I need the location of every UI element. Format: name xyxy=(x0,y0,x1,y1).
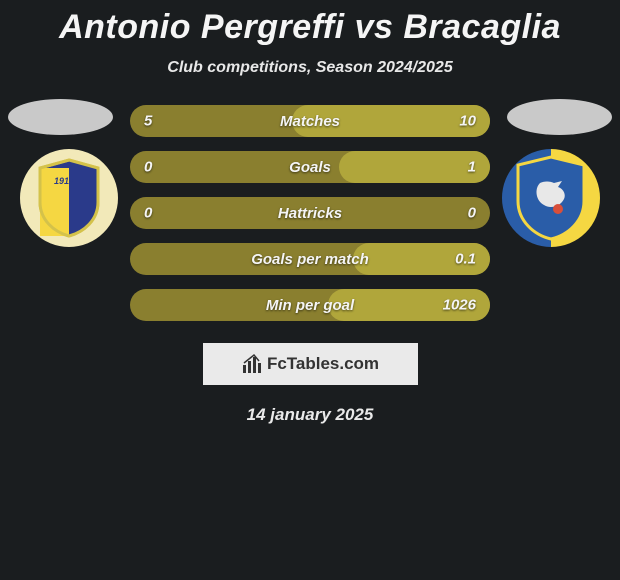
stat-value-right: 1 xyxy=(468,159,476,176)
stat-label: Min per goal xyxy=(266,297,354,314)
stat-label: Hattricks xyxy=(278,205,342,222)
svg-text:1912: 1912 xyxy=(54,176,74,186)
stat-row: 0 Hattricks 0 xyxy=(130,197,490,229)
stat-value-right: 0.1 xyxy=(455,251,476,268)
club-badge-right xyxy=(502,149,600,247)
brand-box: FcTables.com xyxy=(203,343,418,385)
stats-column: 5Matches100Goals10Hattricks0Goals per ma… xyxy=(130,105,490,335)
stat-value-left: 0 xyxy=(144,159,152,176)
brand-text: FcTables.com xyxy=(267,354,379,374)
competition-subtitle: Club competitions, Season 2024/2025 xyxy=(0,59,620,77)
stat-value-left: 5 xyxy=(144,113,152,130)
page-title: Antonio Pergreffi vs Bracaglia xyxy=(0,0,620,47)
chart-icon xyxy=(241,353,263,375)
stat-label: Goals per match xyxy=(251,251,369,268)
player-portrait-right xyxy=(507,99,612,135)
snapshot-date: 14 january 2025 xyxy=(0,405,620,425)
stat-row: Goals per match 0.1 xyxy=(130,243,490,275)
modena-crest-icon: 1912 xyxy=(34,158,104,238)
stat-value-right: 1026 xyxy=(443,297,476,314)
stat-value-right: 10 xyxy=(459,113,476,130)
stat-label: Goals xyxy=(289,159,331,176)
stat-value-right: 0 xyxy=(468,205,476,222)
stats-area: 1912 5Matches100Goals10Hattricks0Goals p… xyxy=(0,105,620,335)
stat-row: 5 Matches 10 xyxy=(130,105,490,137)
club-badge-left: 1912 xyxy=(20,149,118,247)
stat-row: Min per goal 1026 xyxy=(130,289,490,321)
stat-row: 0 Goals 1 xyxy=(130,151,490,183)
stat-label: Matches xyxy=(280,113,340,130)
stat-value-left: 0 xyxy=(144,205,152,222)
frosinone-crest-icon xyxy=(510,153,592,243)
player-portrait-left xyxy=(8,99,113,135)
